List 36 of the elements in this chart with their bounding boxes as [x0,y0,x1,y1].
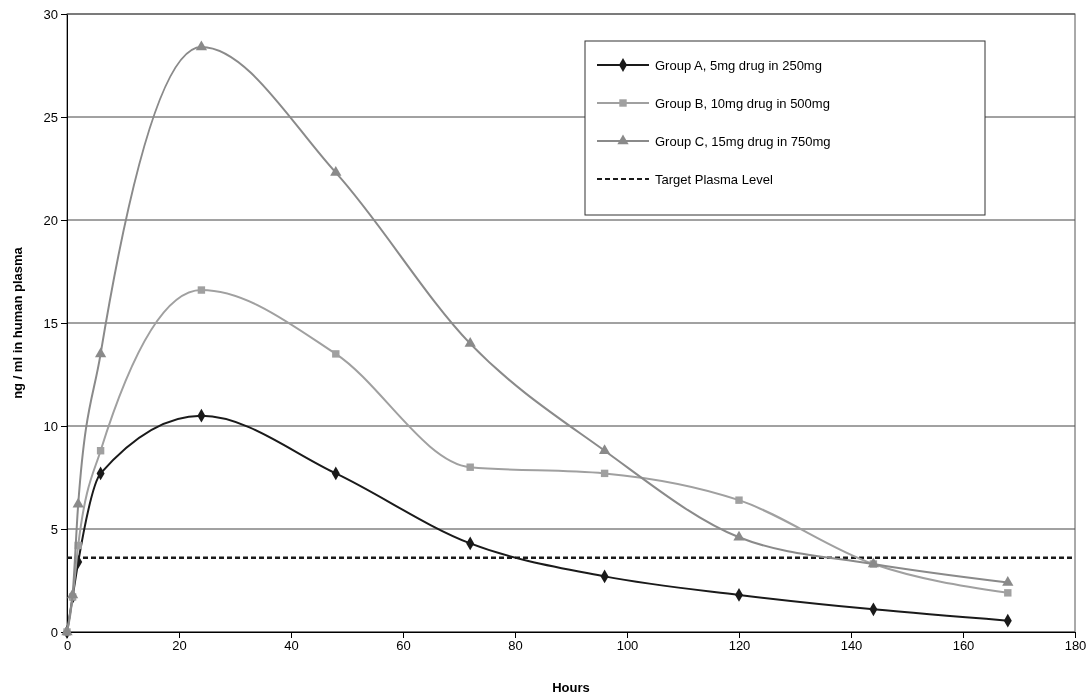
x-axis-title: Hours [552,680,590,695]
point [195,40,208,51]
x-tick-label: 100 [616,638,639,654]
point [332,350,340,358]
point [72,497,84,508]
y-tick-label: 0 [50,624,58,640]
x-tick-label: 180 [1064,638,1087,654]
point [1002,576,1014,586]
point [1004,589,1012,597]
x-tick-label: 140 [840,638,863,654]
point [330,166,342,176]
y-tick-label: 20 [43,212,58,228]
point [66,588,79,599]
x-tick-label: 0 [63,638,72,654]
point [598,444,611,454]
y-tick-label: 5 [50,521,58,537]
x-tick-label: 80 [508,638,523,654]
y-tick-label: 15 [43,315,58,331]
y-tick-label: 10 [43,418,58,434]
y-axis-title: ng / ml in human plasma [10,246,25,399]
x-tick-label: 40 [284,638,299,654]
point [464,337,476,347]
y-tick-label: 30 [43,6,58,22]
x-tick-label: 20 [172,638,187,654]
point [735,496,743,504]
legend-label: Target Plasma Level [655,172,773,187]
x-tick-label: 160 [952,638,975,654]
legend-label: Group A, 5mg drug in 250mg [655,58,822,73]
legend-label: Group B, 10mg drug in 500mg [655,96,830,111]
point [466,463,474,471]
point [197,286,206,294]
legend-label: Group C, 15mg drug in 750mg [655,134,831,149]
y-tick-label: 25 [43,109,58,125]
x-tick-label: 120 [728,638,751,654]
point [94,347,107,358]
x-tick-label: 60 [396,638,411,654]
